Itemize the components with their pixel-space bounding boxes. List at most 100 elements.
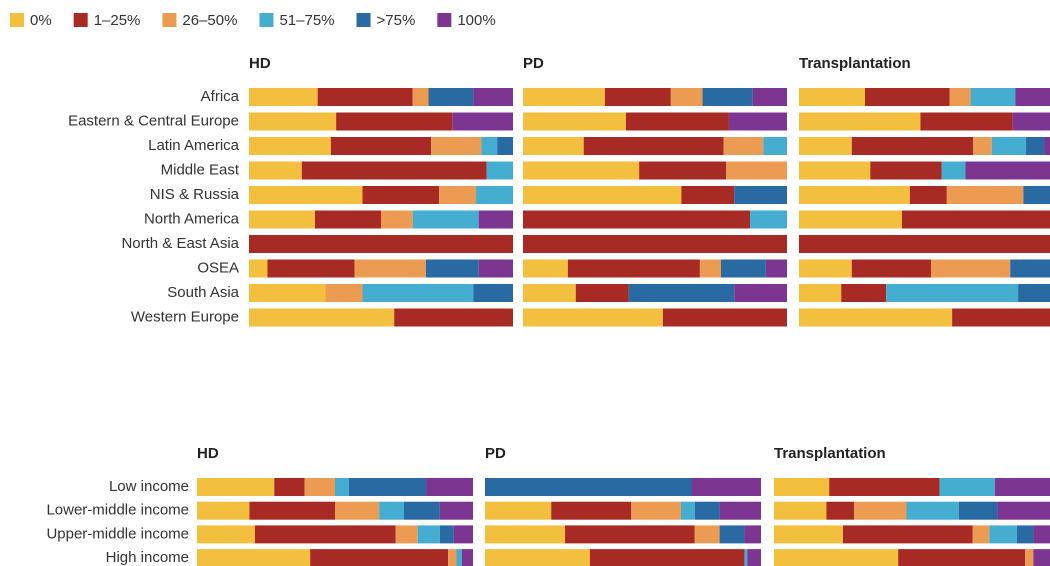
bar-segment [523,112,626,131]
bar-segment [197,525,255,544]
bar-segment [486,161,513,180]
bar-segment [485,525,566,544]
bar-segment [249,235,513,253]
legend-swatch [10,13,24,27]
bar-segment [865,88,950,106]
bar-segment [829,478,940,496]
bar-segment [799,259,852,278]
bar-segment [315,210,381,229]
bar-segment [744,549,748,566]
bar-segment [799,88,865,106]
bar-segment [799,210,902,229]
bar-segment [1016,525,1034,544]
category-label: South Asia [167,284,239,301]
bar-segment [970,88,1016,106]
bar-segment [681,186,735,204]
bar-segment [523,161,640,180]
bar-segment [702,88,753,106]
bar-segment [497,137,513,155]
bar-segment [395,525,418,544]
category-label: Middle East [161,161,240,178]
bar-segment [249,210,315,229]
bar-segment [728,112,787,131]
category-label: Eastern & Central Europe [68,112,239,129]
bar-segment [425,259,479,278]
bar-segment [439,501,473,520]
bar-segment [670,88,703,106]
legend-swatch [259,13,274,27]
bar-segment [639,161,727,180]
bar-segment [719,501,761,520]
bar-segment [523,308,663,327]
bar-segment [1026,137,1045,155]
bar-segment [317,88,413,106]
bar-segment [428,88,474,106]
bar-segment [485,501,552,520]
bar-segment [901,210,1050,229]
bar-segment [197,501,250,520]
bar-segment [765,259,787,278]
bar-segment [604,88,671,106]
bar-segment [274,478,305,496]
bar-segment [692,478,761,496]
bar-segment [485,478,692,496]
bar-segment [412,88,429,106]
bar-segment [631,501,681,520]
bar-segment [567,259,700,278]
bar-segment [565,525,695,544]
bar-segment [763,137,787,155]
bar-segment [734,186,787,204]
bar-segment [301,161,487,180]
bar-segment [523,186,682,204]
category-label: OSEA [197,259,239,276]
bar-segment [1010,259,1050,278]
bar-segment [694,525,720,544]
bar-segment [949,88,971,106]
bar-segment [909,186,947,204]
panel-title: Transplantation [799,55,911,72]
legend-swatch [73,13,88,27]
bar-segment [325,284,363,302]
bar-segment [249,308,395,327]
bar-segment [404,501,440,520]
legend-label: 26–50% [182,12,237,29]
bar-segment [426,478,473,496]
bar-segment [523,259,568,278]
bar-segment [774,501,827,520]
bar-segment [774,478,830,496]
bar-segment [412,210,479,229]
bar-segment [744,525,761,544]
bar-segment [799,284,842,302]
legend-label: 0% [30,12,52,29]
bar-segment [826,501,855,520]
bar-segment [575,284,629,302]
bar-segment [898,549,1026,566]
bar-segment [952,308,1050,327]
bar-segment [1025,549,1034,566]
category-label: North & East Asia [121,235,239,252]
bar-segment [523,235,787,253]
bar-segment [774,549,899,566]
category-label: High income [106,549,189,566]
panel-title: PD [485,445,506,462]
bar-segment [478,259,513,278]
bar-segment [197,549,311,566]
bar-segment [1033,525,1050,544]
bar-segment [699,259,721,278]
bar-segment [249,161,302,180]
legend-label: 51–75% [279,12,334,29]
bar-segment [431,137,482,155]
bar-segment [551,501,632,520]
bar-segment [439,186,477,204]
bar-segment [774,525,843,544]
bar-segment [941,161,966,180]
bar-segment [354,259,426,278]
bar-segment [972,525,990,544]
bar-segment [680,501,695,520]
bar-segment [362,284,474,302]
bar-segment [854,501,907,520]
category-label: Lower-middle income [46,502,189,519]
bar-segment [456,549,462,566]
bar-segment [799,308,953,327]
